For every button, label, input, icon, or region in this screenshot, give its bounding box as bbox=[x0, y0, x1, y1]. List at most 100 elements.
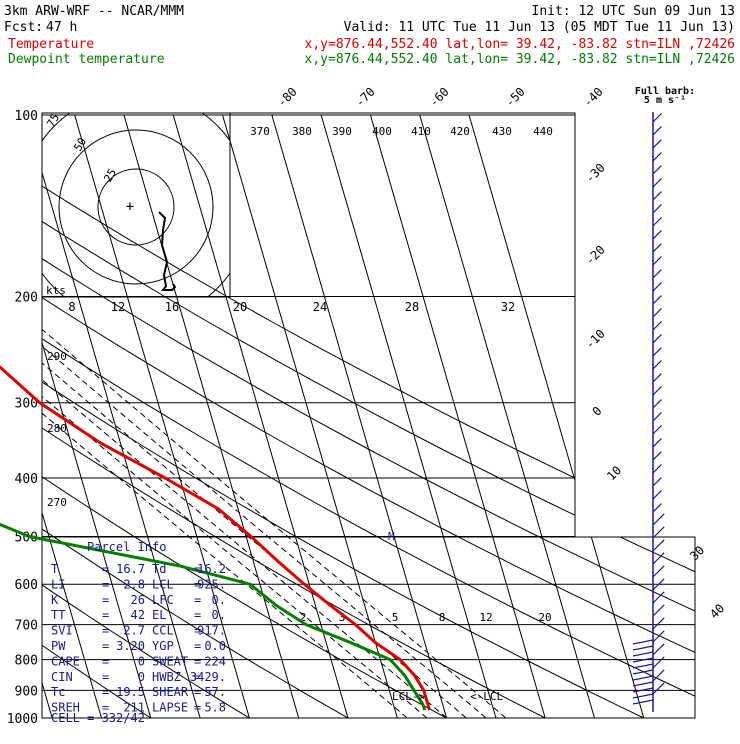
wind-barb bbox=[652, 477, 662, 487]
wind-barb bbox=[652, 295, 662, 305]
isotherm-label--50: -50 bbox=[503, 85, 528, 110]
wind-barbs bbox=[632, 112, 665, 712]
wind-barb-low bbox=[632, 687, 654, 693]
isotherm-label-40: 40 bbox=[707, 601, 727, 621]
pressure-label-1000: 1000 bbox=[7, 712, 38, 727]
hodograph-ring-label-50: 50 bbox=[71, 136, 89, 154]
parcel-info-row: SREH = 211 LAPSE = 5.8 bbox=[51, 701, 226, 715]
wind-barb bbox=[652, 308, 662, 318]
dewpoint-profile bbox=[0, 522, 427, 711]
hodograph-ring-label-25: 25 bbox=[101, 167, 119, 185]
parcel-info-label: TT bbox=[51, 608, 65, 622]
isotherm-lower-0 bbox=[295, 537, 349, 719]
wind-barb bbox=[652, 565, 665, 578]
wind-barb-low bbox=[632, 699, 654, 705]
parcel-info-label: SHEAR bbox=[152, 685, 189, 699]
mixing-ratio-label-24: 24 bbox=[313, 300, 327, 314]
lower-grid bbox=[42, 537, 695, 719]
wind-barb bbox=[652, 604, 665, 617]
hodograph: + 25 50 75 kts bbox=[41, 112, 231, 298]
parcel-info-label: LCL bbox=[152, 577, 174, 591]
forecast-label: Fcst: bbox=[4, 20, 43, 35]
isotherm-60 bbox=[468, 114, 575, 483]
parcel-info-value: 0.0 bbox=[204, 639, 226, 653]
mixing-ratio-low-label-2: 2 bbox=[300, 611, 307, 624]
parcel-info-value: 211 bbox=[123, 701, 145, 715]
wind-barb bbox=[652, 425, 662, 435]
wind-barb bbox=[652, 490, 662, 500]
wind-barb bbox=[652, 386, 662, 396]
parcel-info-value: 2.8 bbox=[123, 577, 145, 591]
isotherm-lower--10 bbox=[245, 537, 300, 719]
parcel-info-cell: CELL = 332/42 bbox=[51, 711, 145, 725]
parcel-info-eq: = bbox=[194, 608, 201, 622]
isotherm-label--70: -70 bbox=[353, 85, 378, 110]
theta-label-400: 400 bbox=[372, 125, 392, 138]
mixing-ratio-label-20: 20 bbox=[233, 300, 247, 314]
lcl-right-marker: <-LCL bbox=[470, 690, 503, 703]
parcel-info-value: 3429. bbox=[190, 670, 226, 684]
wind-barb bbox=[652, 204, 662, 214]
pressure-label-300: 300 bbox=[15, 397, 38, 412]
wind-barb-low bbox=[632, 657, 654, 663]
moist-adiabat-lower-4 bbox=[267, 537, 487, 719]
mixing-ratio-low-label-12: 12 bbox=[479, 611, 492, 624]
pressure-label-800: 800 bbox=[15, 654, 38, 669]
theta-label-410: 410 bbox=[411, 125, 431, 138]
parcel-info-eq: = bbox=[194, 562, 201, 576]
dry-adiabat-lower-0 bbox=[42, 644, 152, 719]
temperature-location: x,y=876.44,552.40 lat,lon= 39.42, -83.82… bbox=[305, 37, 735, 52]
wind-barb-low bbox=[632, 663, 654, 669]
parcel-info-eq: = bbox=[102, 639, 109, 653]
hodograph-box bbox=[41, 112, 231, 298]
dry-adiabat-6 bbox=[42, 338, 379, 537]
wind-barb bbox=[652, 451, 662, 461]
dry-adiabat-lower-3 bbox=[133, 537, 447, 719]
isotherm-20 bbox=[271, 114, 395, 537]
isotherm-10 bbox=[222, 114, 346, 537]
moist-adiabat-lower-5 bbox=[287, 537, 507, 719]
parcel-info-label: CCL bbox=[152, 624, 174, 638]
wind-barb bbox=[652, 552, 665, 565]
theta-label-380: 380 bbox=[292, 125, 312, 138]
parcel-info-eq: = bbox=[102, 593, 109, 607]
parcel-info-eq: = bbox=[102, 654, 109, 668]
isotherm-lower-20 bbox=[393, 537, 448, 719]
dry-adiabat-lower-7 bbox=[457, 537, 695, 653]
parcel-info-eq: = bbox=[102, 608, 109, 622]
model-title: 3km ARW-WRF -- NCAR/MMM bbox=[4, 4, 184, 19]
parcel-info-label: YGP bbox=[152, 639, 174, 653]
parcel-info-value: 16.7 bbox=[116, 562, 145, 576]
parcel-info-title: Parcel Info bbox=[87, 540, 166, 554]
wind-barb bbox=[652, 139, 662, 149]
parcel-info-row: CAPE = 0 SWEAT = 224 bbox=[51, 654, 226, 668]
parcel-info-label: Td bbox=[152, 562, 166, 576]
wind-barb-low bbox=[632, 693, 654, 699]
parcel-info-panel: Parcel Info T = 16.7 Td =16.2LI = 2.8 LCL =925.K… bbox=[51, 540, 226, 725]
parcel-info-label: EL bbox=[152, 608, 166, 622]
temperature-profile bbox=[0, 365, 431, 711]
parcel-info-label: Tc bbox=[51, 685, 65, 699]
wind-barb-low bbox=[632, 669, 654, 675]
wind-barb-low bbox=[632, 639, 654, 645]
parcel-info-eq: = bbox=[194, 670, 201, 684]
wind-barb bbox=[652, 630, 665, 643]
wind-barb bbox=[652, 269, 662, 279]
isotherm-30 bbox=[320, 114, 444, 537]
pressure-label-100: 100 bbox=[15, 109, 38, 124]
isotherm-lower--30 bbox=[147, 537, 201, 719]
wind-barb bbox=[652, 412, 662, 422]
parcel-info-label: PW bbox=[51, 639, 66, 653]
parcel-info-value: 3.20 bbox=[116, 639, 145, 653]
isotherm-label-10: 10 bbox=[604, 463, 624, 483]
wind-barb bbox=[652, 591, 665, 604]
parcel-info-label: SVI bbox=[51, 624, 73, 638]
isotherm-label--30: -30 bbox=[583, 161, 608, 186]
forecast-hours: 47 h bbox=[46, 20, 77, 35]
mixing-ratio-low-label-5: 5 bbox=[392, 611, 399, 624]
pressure-label-700: 700 bbox=[15, 619, 38, 634]
parcel-info-row: CIN = 0 HWBZ =3429. bbox=[51, 670, 226, 684]
isotherm-lower-10 bbox=[344, 537, 398, 719]
wind-barb bbox=[652, 643, 665, 656]
